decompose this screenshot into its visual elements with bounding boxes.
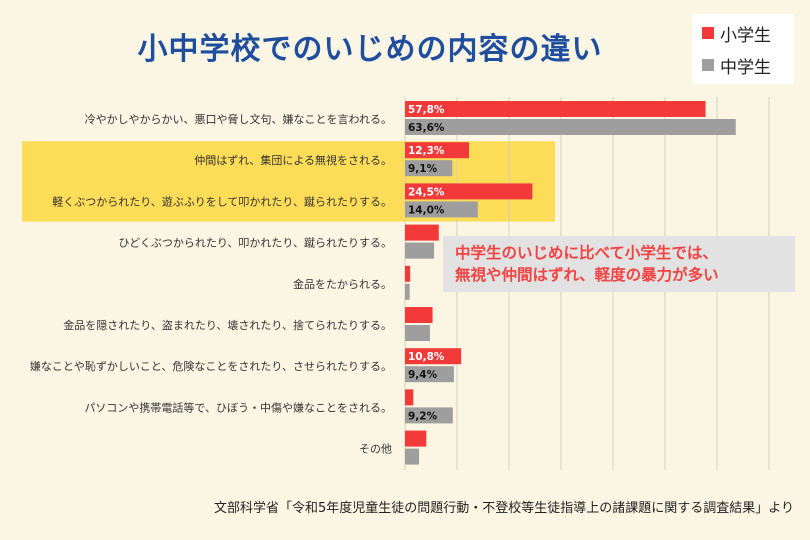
bar-elementary — [405, 224, 439, 241]
legend-label-junior-high: 中学生 — [720, 57, 771, 78]
chart-title: 小中学校でのいじめの内容の違い — [137, 32, 603, 67]
bar-junior-high — [405, 201, 478, 218]
data-label: 63,6% — [408, 122, 445, 134]
data-label: 9,2% — [408, 410, 438, 422]
source-note: 文部科学省「令和5年度児童生徒の問題行動・不登校等生徒指導上の諸課題に関する調査… — [213, 501, 794, 516]
category-label: 仲間はずれ、集団による無視をされる。 — [194, 153, 392, 167]
bar-junior-high — [405, 325, 430, 341]
data-label: 57,8% — [408, 104, 445, 116]
category-label: その他 — [359, 443, 392, 456]
legend: 小学生 中学生 — [692, 14, 794, 84]
bar-elementary — [405, 389, 414, 406]
legend-item-elementary: 小学生 — [702, 20, 771, 46]
category-label: 嫌なことや恥ずかしいこと、危険なことをされたり、させられたりする。 — [30, 359, 392, 373]
bar-junior-high — [405, 160, 453, 177]
bar-elementary — [405, 142, 469, 159]
bar-junior-high — [405, 283, 410, 300]
callout-line-1: 中学生のいじめに比べて小学生では、 — [455, 244, 718, 262]
callout-box: 中学生のいじめに比べて小学生では、 無視や仲間はずれ、軽度の暴力が多い — [443, 236, 795, 292]
category-label: 軽くぶつかられたり、遊ぶふりをして叩かれたり、蹴られたりする。 — [52, 194, 392, 208]
data-label: 9,1% — [408, 163, 438, 175]
callout-line-2: 無視や仲間はずれ、軽度の暴力が多い — [455, 266, 719, 284]
legend-label-elementary: 小学生 — [720, 25, 771, 46]
category-label: パソコンや携帯電話等で、ひぼう・中傷や嫌なことをされる。 — [84, 400, 392, 414]
bar-elementary — [405, 101, 706, 117]
legend-item-junior-high: 中学生 — [702, 52, 771, 78]
bar-elementary — [405, 265, 411, 282]
bar-junior-high — [405, 448, 420, 465]
category-label: ひどくぶつかられたり、叩かれたり、蹴られたりする。 — [119, 236, 392, 250]
category-label: 金品をたかられる。 — [293, 277, 392, 291]
category-label: 金品を隠されたり、盗まれたり、壊されたり、捨てられたりする。 — [63, 318, 392, 332]
data-label: 12,3% — [408, 145, 445, 157]
data-label: 9,4% — [408, 369, 438, 381]
data-label: 14,0% — [408, 204, 445, 216]
data-label: 10,8% — [408, 351, 445, 363]
data-label: 24,5% — [408, 186, 445, 198]
bar-elementary — [405, 307, 433, 323]
bar-elementary — [405, 430, 427, 447]
bar-elementary — [405, 348, 462, 365]
legend-swatch-elementary — [702, 27, 714, 39]
bar-junior-high — [405, 242, 435, 259]
bar-junior-high — [405, 366, 454, 383]
bar-junior-high — [405, 407, 453, 424]
bar-elementary — [405, 183, 533, 200]
legend-swatch-junior-high — [702, 59, 714, 71]
bar-junior-high — [405, 119, 736, 135]
category-label: 冷やかしやからかい、悪口や脅し文句、嫌なことを言われる。 — [85, 112, 392, 126]
